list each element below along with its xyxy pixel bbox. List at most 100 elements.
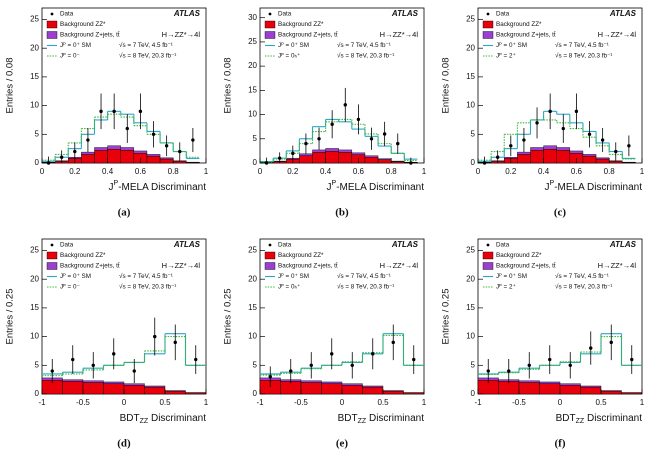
stack-bar (82, 380, 104, 383)
legend-swatch (482, 31, 494, 39)
data-point (59, 155, 64, 159)
stack-bar (364, 155, 379, 158)
legend-label: Background ZZ* (278, 252, 324, 259)
y-tick-label: 25 (466, 15, 475, 24)
x-axis-label-sup: P (332, 180, 337, 187)
x-tick-label: 0.6 (135, 167, 147, 176)
process-label: H→ZZ*→4l (380, 30, 419, 39)
stack-bar (82, 382, 104, 395)
energy-label: √s = 8 TeV, 20.3 fb⁻¹ (119, 284, 176, 291)
data-point (396, 141, 400, 146)
data-point (309, 363, 313, 367)
energy-label: √s = 7 TeV, 4.5 fb⁻¹ (337, 273, 391, 280)
y-tick-label: 25 (30, 15, 39, 24)
stack-bar (539, 383, 561, 395)
stack-bar (325, 151, 339, 164)
panel-label: (d) (117, 438, 131, 450)
data-point (548, 109, 552, 114)
legend-label: Background Z+jets, tt̄ (278, 31, 338, 39)
y-tick-label: 15 (466, 72, 475, 81)
data-point (191, 138, 195, 142)
x-tick-label: 0.8 (386, 167, 398, 176)
panel-label: (f) (555, 438, 566, 450)
data-point (627, 144, 631, 148)
y-tick-label: 5 (253, 134, 258, 143)
y-tick-label: 25 (248, 246, 257, 255)
stack-bar (172, 160, 187, 162)
legend-label: Data (496, 11, 510, 18)
legend-label: Jᴾ = 0ₕ⁺ (278, 284, 300, 291)
data-point (73, 149, 77, 154)
legend-label: Jᴾ = 0⁺ SM (278, 42, 309, 49)
stack-bar (362, 385, 384, 388)
legend-label: Background ZZ* (278, 21, 324, 28)
x-axis-label-main: J (327, 182, 332, 193)
panel-label: (c) (554, 207, 567, 219)
stack-bar (300, 382, 322, 395)
stack-bar (556, 147, 571, 151)
legend-label: Jᴾ = 0ₕ⁺ (278, 53, 300, 60)
stack-bar (81, 154, 95, 164)
stack-bar (164, 390, 186, 395)
legend-label: Jᴾ = 0⁺ SM (60, 273, 91, 280)
legend-label: Background Z+jets, tt̄ (60, 262, 120, 270)
data-point (132, 369, 136, 373)
data-point (317, 137, 321, 141)
data-point (173, 340, 177, 345)
legend-marker (486, 243, 490, 247)
legend-swatch (264, 262, 276, 270)
x-tick-label: 0.6 (571, 167, 583, 176)
data-point (507, 369, 511, 373)
panel-label: (e) (336, 438, 349, 450)
y-axis-label: Entries / 0.25 (223, 289, 234, 345)
stack-bar (351, 152, 366, 155)
legend-label: Jᴾ = 0⁻ (60, 53, 80, 60)
data-point (291, 151, 295, 156)
y-tick-label: 10 (30, 332, 39, 341)
y-tick-label: 30 (248, 13, 257, 22)
data-point (268, 375, 272, 379)
stack-bar (382, 390, 404, 392)
x-tick-label: 0 (40, 167, 45, 176)
data-point (568, 363, 572, 367)
legend-label: Jᴾ = 0⁺ SM (496, 42, 527, 49)
energy-label: √s = 8 TeV, 20.3 fb⁻¹ (337, 284, 394, 291)
stack-bar (120, 147, 135, 151)
stack-bar (559, 383, 581, 386)
panel-label: (b) (335, 207, 349, 219)
data-point (86, 138, 90, 142)
stack-bar (543, 145, 557, 150)
y-tick-label: 20 (466, 274, 475, 283)
x-tick-label: 1 (204, 167, 209, 176)
y-tick-label: 15 (248, 303, 257, 312)
stack-bar (94, 147, 108, 151)
data-point (412, 357, 416, 362)
legend-swatch (482, 20, 494, 29)
stack-bar (582, 155, 597, 164)
stack-bar (364, 156, 379, 164)
y-tick-label: 0 (253, 389, 258, 398)
stack-bar (580, 386, 602, 395)
stack-bar (144, 386, 166, 395)
energy-label: √s = 7 TeV, 4.5 fb⁻¹ (337, 42, 391, 49)
x-tick-label: -1 (474, 398, 482, 407)
legend-label: Background Z+jets, tt̄ (496, 31, 556, 39)
legend-swatch (46, 262, 58, 270)
x-axis-label-rest: -MELA Discriminant (554, 182, 642, 193)
energy-label: √s = 8 TeV, 20.3 fb⁻¹ (555, 284, 612, 291)
x-tick-label: 1 (204, 398, 209, 407)
stack-bar (172, 161, 187, 164)
data-point (153, 334, 157, 339)
y-tick-label: 20 (248, 61, 257, 70)
stack-bar (312, 149, 326, 153)
stack-bar (146, 155, 161, 164)
stack-bar (580, 385, 602, 388)
legend-marker (50, 12, 54, 16)
stack-bar (62, 381, 84, 395)
x-tick-label: 0.5 (377, 398, 389, 407)
legend-label: Data (278, 242, 292, 249)
stack-bar (299, 153, 313, 156)
stack-bar (107, 149, 121, 164)
x-axis-label: JP-MELA Discriminant (545, 180, 643, 193)
